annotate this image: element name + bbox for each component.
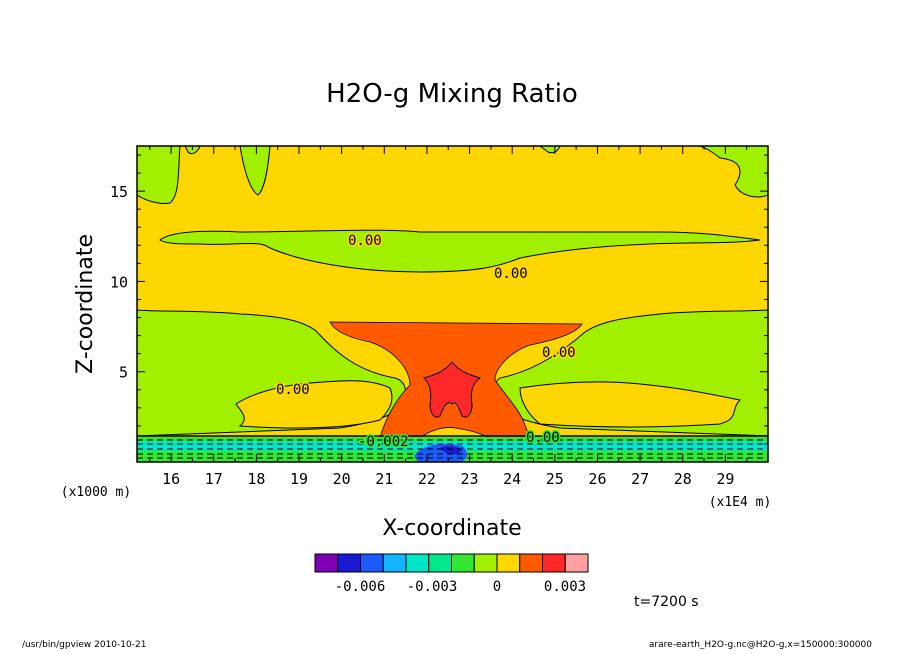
colorbar-swatch: [337, 553, 361, 573]
x-tick-label: 27: [631, 470, 649, 488]
colorbar-label: 0: [493, 579, 501, 595]
x-tick-label: 28: [674, 470, 692, 488]
colorbar-swatch: [314, 553, 339, 573]
x-axis-ticks: 16 17 18 19 20 21 22 23 24 25 26 27 28 29: [149, 146, 748, 488]
colorbar-swatch: [473, 553, 498, 573]
fill-top-green: [137, 146, 768, 204]
colorbar-label: -0.003: [407, 579, 458, 595]
contour-labels: 0.00 0.00 0.00 0.00 -0.002 0.00: [275, 232, 578, 452]
contour-label: 0.00: [542, 345, 576, 361]
x-tick-label: 22: [418, 470, 436, 488]
colorbar-label: 0.003: [544, 579, 586, 595]
contour-label: -0.002: [358, 434, 409, 450]
chart-title: H2O-g Mixing Ratio: [326, 79, 578, 109]
y-axis-ticks: 5 10 15: [110, 154, 768, 445]
x-axis-unit: (x1E4 m): [709, 495, 772, 510]
x-tick-label: 19: [290, 470, 308, 488]
colorbar-swatch: [428, 553, 452, 573]
fill-yellow-pockets: [235, 380, 742, 429]
footer-left: /usr/bin/gpview 2010-10-21: [22, 640, 147, 650]
dashed-contours: [137, 439, 768, 459]
x-tick-label: 18: [247, 470, 265, 488]
y-tick-label: 15: [110, 183, 128, 201]
plot-frame: [136, 145, 769, 463]
colorbar: -0.006 -0.003 0 0.003: [314, 553, 589, 595]
contour-label: 0.00: [526, 430, 560, 446]
x-axis-label: X-coordinate: [382, 516, 521, 541]
x-tick-label: 21: [375, 470, 393, 488]
x-tick-label: 26: [588, 470, 606, 488]
y-axis-unit: (x1000 m): [61, 485, 131, 500]
colorbar-swatch: [564, 553, 589, 573]
colorbar-swatch: [451, 553, 475, 573]
y-axis-label: Z-coordinate: [73, 234, 98, 374]
colorbar-label: -0.006: [335, 579, 386, 595]
colorbar-swatch: [405, 553, 430, 573]
y-tick-label: 5: [119, 364, 128, 382]
contour-label: 0.00: [494, 266, 528, 282]
contour-label: 0.00: [348, 233, 382, 249]
plot-area: [137, 146, 768, 462]
x-tick-label: 24: [503, 470, 521, 488]
contour-label: 0.00: [276, 382, 310, 398]
x-tick-label: 17: [205, 470, 223, 488]
x-tick-label: 29: [716, 470, 734, 488]
footer-right: arare-earth_H2O-g.nc@H2O-g,x=150000:3000…: [648, 640, 872, 650]
x-tick-label: 16: [162, 470, 180, 488]
x-tick-label: 23: [461, 470, 479, 488]
colorbar-swatch: [542, 553, 566, 573]
fill-dark-spot: [440, 445, 462, 455]
fill-red-core: [423, 361, 482, 418]
time-annotation: t=7200 s: [634, 594, 699, 610]
fill-upper-band: [159, 229, 761, 273]
x-tick-label: 25: [546, 470, 564, 488]
x-tick-label: 20: [333, 470, 351, 488]
colorbar-swatch: [360, 553, 384, 573]
colorbar-swatch: [519, 553, 543, 573]
colorbar-swatch: [496, 553, 521, 573]
y-tick-label: 10: [110, 273, 128, 291]
colorbar-swatch: [382, 553, 407, 573]
